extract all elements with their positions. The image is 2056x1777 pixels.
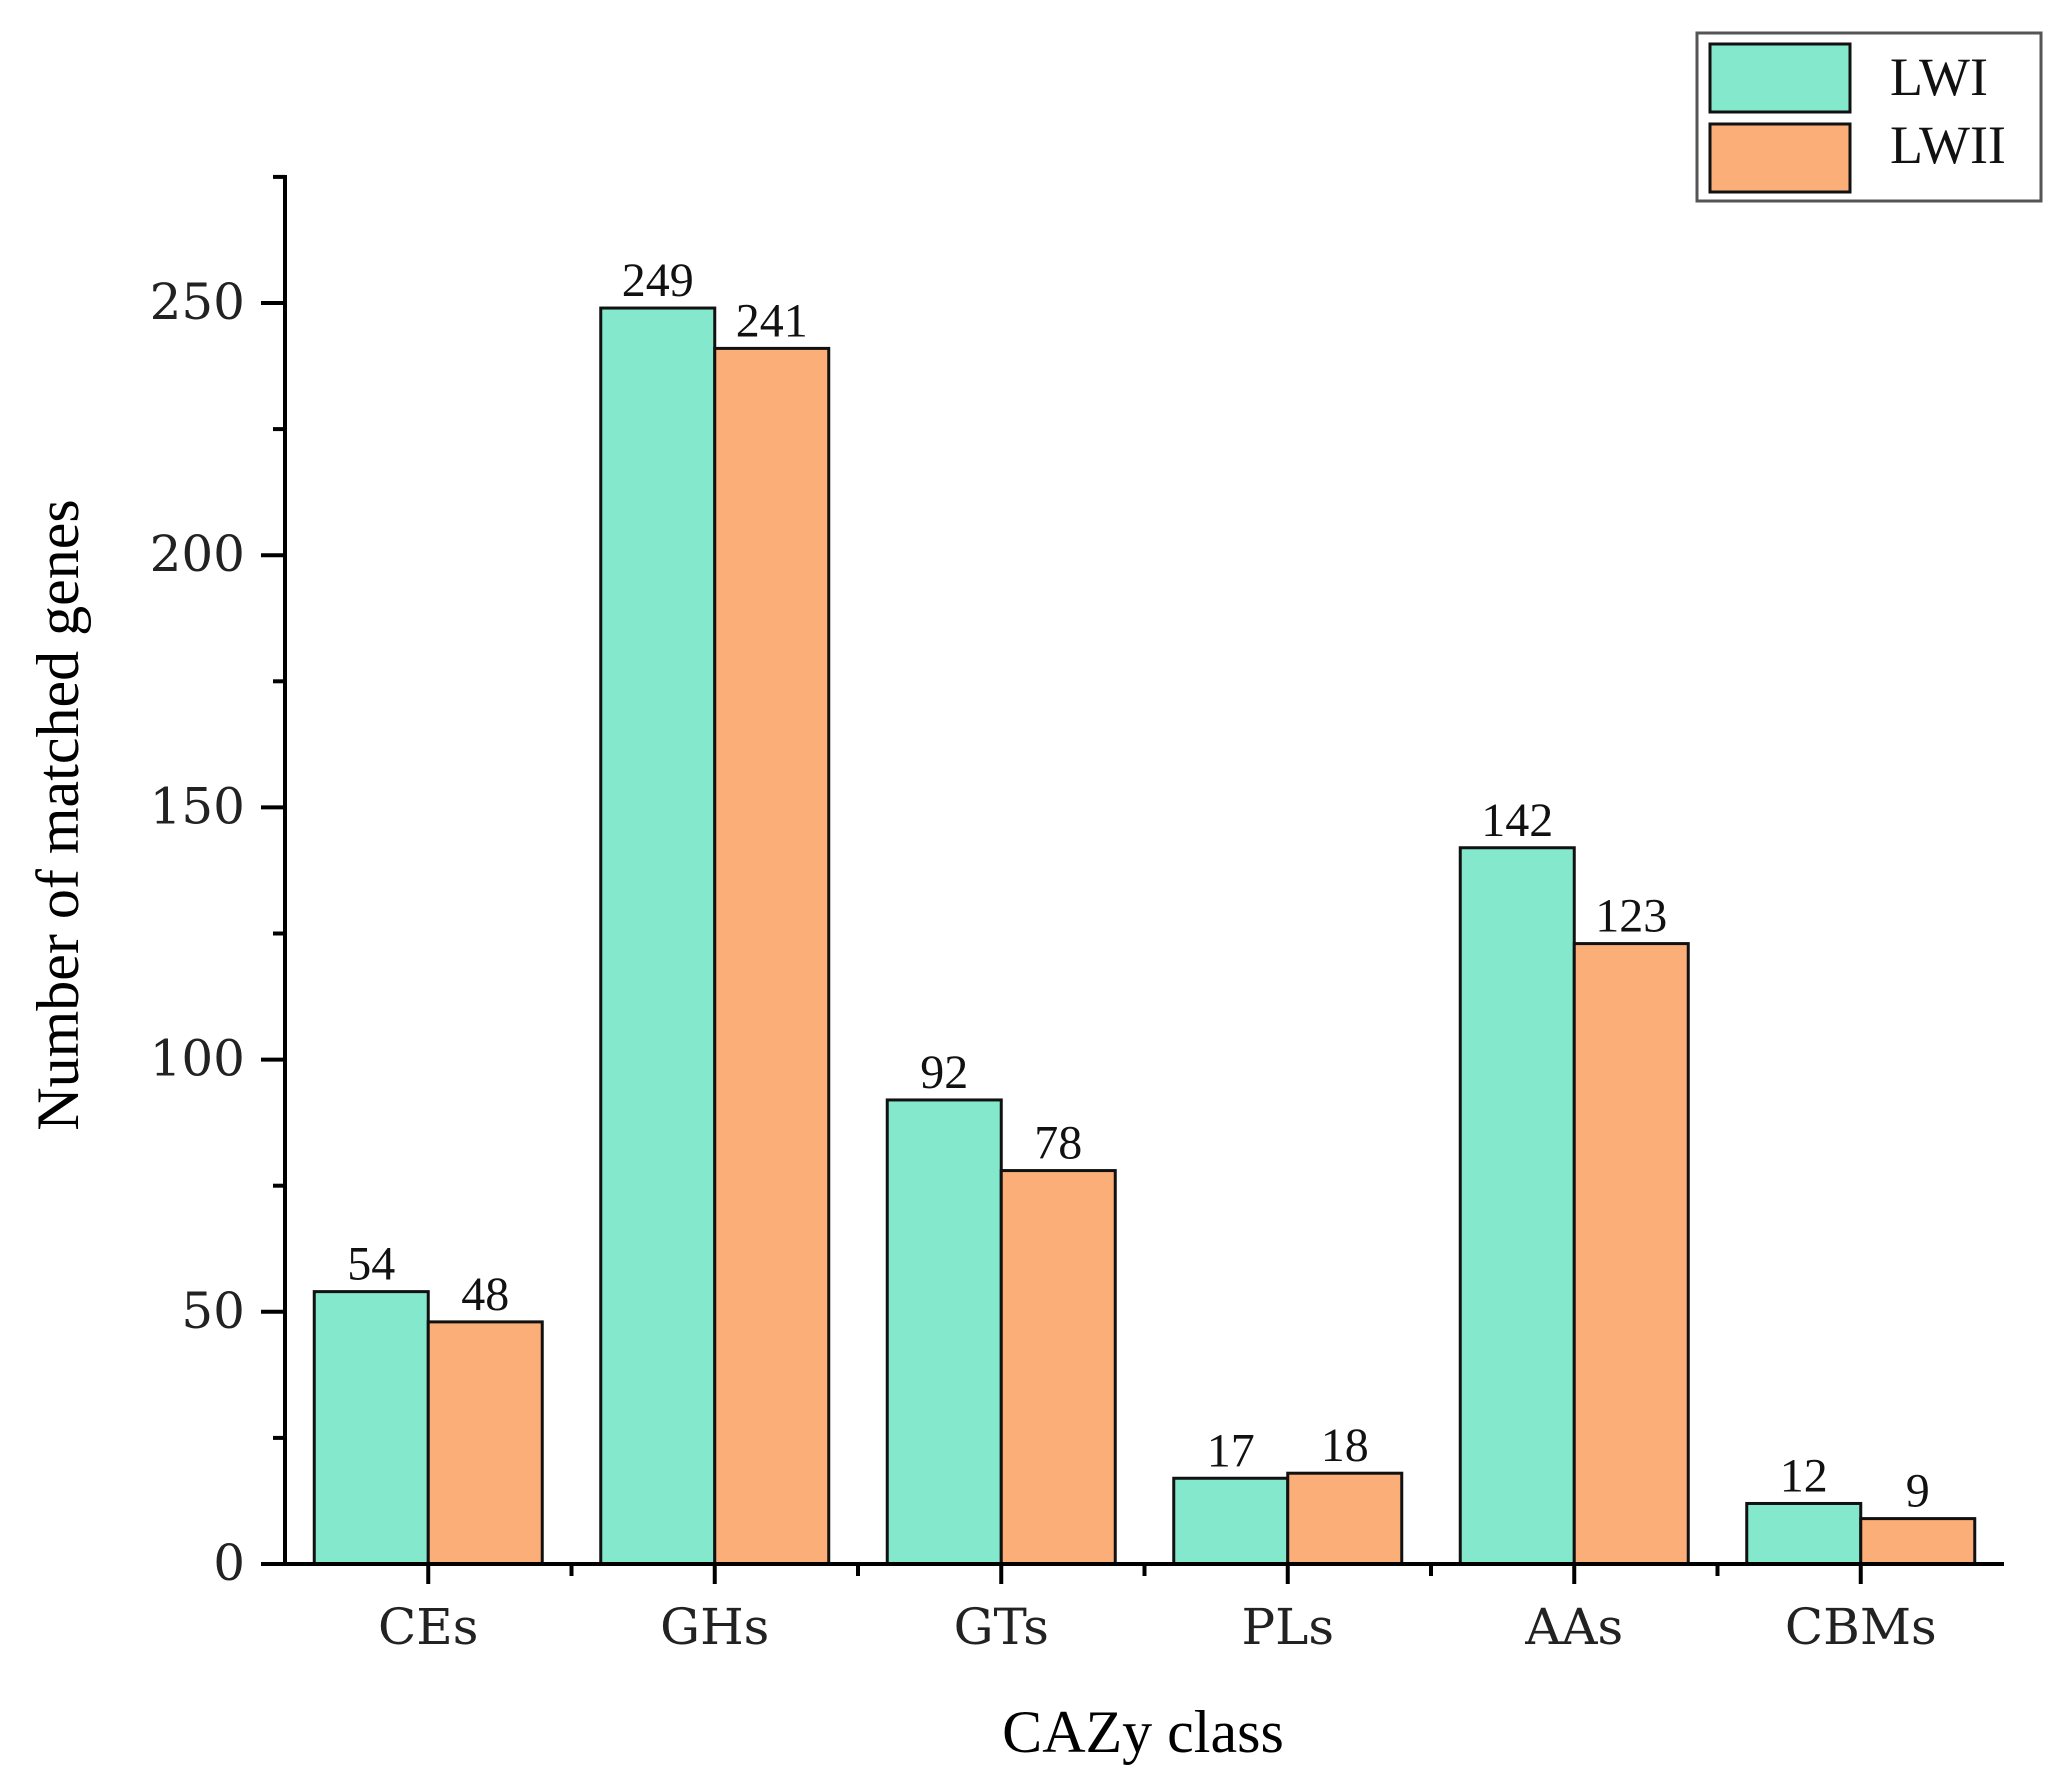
data-label-lwii-ces: 48 xyxy=(461,1268,509,1321)
bar-lwii-aas xyxy=(1572,942,1690,1566)
legend-swatch-lwii xyxy=(1708,122,1852,194)
x-axis-title: CAZy class xyxy=(1002,1699,1284,1765)
data-label-lwii-gts: 78 xyxy=(1034,1117,1082,1170)
data-label-lwii-pls: 18 xyxy=(1321,1419,1369,1472)
legend: LWI LWII xyxy=(1695,31,2043,203)
bar-lwi-ces xyxy=(312,1290,430,1566)
bar-lwii-ces xyxy=(426,1320,544,1566)
data-label-lwi-pls: 17 xyxy=(1207,1424,1255,1477)
y-tick-label-50: 50 xyxy=(181,1282,245,1340)
bar-lwi-aas xyxy=(1458,846,1576,1566)
data-label-lwii-ghs: 241 xyxy=(736,294,808,347)
x-tick-label-ces: CEs xyxy=(378,1598,478,1656)
data-label-lwi-cbms: 12 xyxy=(1780,1449,1828,1502)
legend-swatch-lwi xyxy=(1708,42,1852,114)
data-label-lwii-cbms: 9 xyxy=(1906,1465,1930,1518)
y-ticks-layer: 0 50 100 150 200 250 xyxy=(150,174,285,1592)
legend-label-lwi: LWI xyxy=(1890,47,1988,107)
x-tick-label-pls: PLs xyxy=(1241,1598,1334,1656)
x-tick-label-gts: GTs xyxy=(954,1598,1049,1656)
data-label-lwi-ces: 54 xyxy=(347,1238,395,1291)
data-label-lwi-gts: 92 xyxy=(920,1046,968,1099)
legend-label-lwii: LWII xyxy=(1890,115,2006,175)
bar-lwi-cbms xyxy=(1745,1501,1863,1566)
x-tick-label-aas: AAs xyxy=(1524,1598,1623,1656)
x-tick-label-ghs: GHs xyxy=(660,1598,769,1656)
bar-lwi-ghs xyxy=(599,306,717,1566)
y-tick-label-100: 100 xyxy=(150,1030,245,1088)
y-tick-label-200: 200 xyxy=(150,525,245,583)
x-tick-label-cbms: CBMs xyxy=(1785,1598,1937,1656)
bar-lwi-gts xyxy=(885,1098,1003,1566)
bar-lwi-pls xyxy=(1172,1476,1290,1566)
x-ticks-layer: CEs GHs GTs PLs AAs CBMs xyxy=(378,1564,1937,1656)
data-labels-layer: 54 48 249 241 92 78 17 18 142 123 12 9 xyxy=(347,254,1930,1518)
data-label-lwi-aas: 142 xyxy=(1481,794,1553,847)
bars-layer xyxy=(312,306,1977,1566)
data-label-lwii-aas: 123 xyxy=(1595,890,1667,943)
bar-lwii-cbms xyxy=(1859,1517,1977,1566)
y-tick-label-150: 150 xyxy=(150,777,245,835)
bar-lwii-gts xyxy=(999,1169,1117,1566)
bar-lwii-pls xyxy=(1286,1471,1404,1566)
y-tick-label-0: 0 xyxy=(213,1534,245,1592)
bar-lwii-ghs xyxy=(713,346,831,1566)
data-label-lwi-ghs: 249 xyxy=(622,254,694,307)
y-tick-label-250: 250 xyxy=(150,273,245,331)
y-axis-title: Number of matched genes xyxy=(25,499,91,1130)
